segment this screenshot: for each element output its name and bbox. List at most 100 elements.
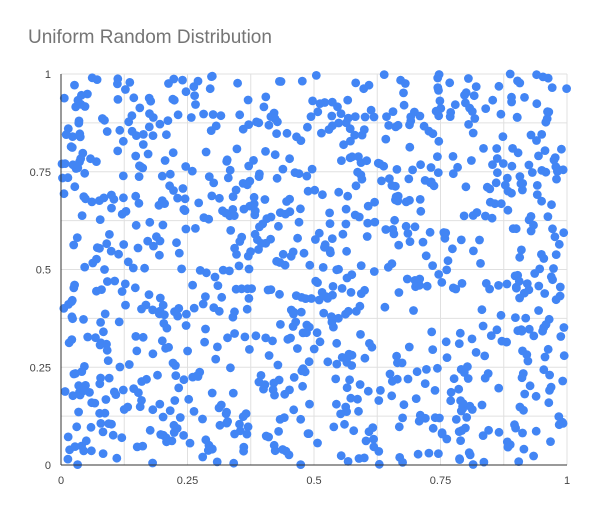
data-point — [341, 204, 351, 214]
data-point — [87, 398, 97, 408]
data-point — [233, 78, 243, 88]
data-point — [79, 192, 89, 202]
data-point — [289, 405, 299, 415]
data-point — [242, 180, 252, 190]
data-point — [453, 162, 462, 172]
data-point — [294, 217, 304, 227]
data-point — [325, 208, 334, 218]
data-point — [272, 173, 282, 183]
data-point — [327, 234, 337, 244]
data-point — [552, 174, 561, 184]
data-point — [99, 193, 109, 203]
data-point — [311, 276, 321, 286]
data-point — [507, 161, 517, 171]
data-point — [369, 442, 379, 452]
data-point — [143, 149, 153, 159]
data-point — [546, 437, 555, 446]
data-point — [71, 369, 80, 378]
data-point — [163, 116, 173, 125]
data-point — [228, 192, 238, 202]
data-point — [117, 209, 127, 219]
data-point — [177, 264, 187, 274]
data-point — [464, 120, 473, 129]
data-point — [102, 127, 112, 136]
data-point — [63, 454, 73, 464]
data-point — [107, 190, 116, 200]
data-point — [543, 107, 552, 117]
data-point — [63, 173, 73, 183]
data-point — [539, 254, 549, 263]
data-point — [221, 208, 231, 218]
data-point — [315, 99, 325, 108]
data-point — [558, 376, 568, 386]
data-point — [181, 162, 191, 171]
data-point — [67, 143, 77, 152]
data-point — [232, 250, 241, 259]
data-point — [181, 224, 191, 234]
data-point — [508, 144, 517, 153]
data-point — [441, 228, 451, 238]
data-point — [456, 235, 466, 245]
data-point — [512, 113, 522, 122]
data-point — [346, 136, 355, 146]
data-point — [361, 436, 371, 446]
data-point — [524, 324, 534, 334]
data-point — [464, 448, 474, 458]
data-point — [207, 71, 217, 81]
data-point — [455, 328, 465, 338]
data-point — [442, 265, 452, 275]
data-point — [559, 228, 569, 238]
data-point — [434, 86, 443, 95]
data-point — [346, 288, 356, 297]
data-point — [341, 219, 351, 229]
data-point — [426, 177, 436, 187]
data-point — [529, 331, 539, 341]
data-point — [363, 201, 373, 211]
data-point — [359, 125, 369, 134]
data-point — [336, 451, 346, 461]
data-point — [104, 373, 114, 383]
data-point — [70, 280, 79, 290]
data-point — [347, 361, 357, 370]
data-point — [401, 197, 411, 207]
data-point — [132, 346, 142, 356]
data-point — [399, 88, 408, 98]
data-point — [79, 315, 88, 324]
data-point — [387, 391, 397, 401]
data-point — [190, 91, 200, 100]
data-point — [293, 233, 302, 243]
data-point — [399, 100, 409, 110]
data-point — [518, 346, 527, 356]
data-point — [83, 332, 93, 342]
data-point — [445, 78, 455, 88]
data-point — [555, 282, 565, 292]
data-point — [321, 292, 331, 301]
data-point — [324, 125, 334, 134]
data-point — [433, 363, 442, 373]
data-point — [415, 111, 425, 121]
data-point — [209, 178, 219, 188]
data-point — [534, 281, 544, 291]
data-point — [412, 367, 422, 377]
data-point — [540, 352, 550, 362]
data-point — [385, 369, 395, 379]
data-point — [155, 236, 165, 246]
data-point — [437, 429, 447, 439]
data-point — [169, 420, 179, 430]
data-point — [479, 457, 489, 467]
data-point — [215, 193, 224, 203]
data-point — [109, 387, 119, 397]
data-point — [148, 305, 158, 315]
data-point — [387, 181, 397, 190]
data-point — [517, 245, 526, 255]
data-point — [102, 345, 112, 355]
data-point — [191, 224, 200, 233]
data-point — [240, 332, 250, 342]
data-point — [69, 240, 79, 250]
data-point — [454, 339, 464, 348]
data-point — [347, 270, 357, 280]
data-point — [242, 304, 252, 314]
data-point — [562, 84, 571, 93]
data-point — [134, 172, 144, 182]
data-point — [337, 156, 346, 166]
